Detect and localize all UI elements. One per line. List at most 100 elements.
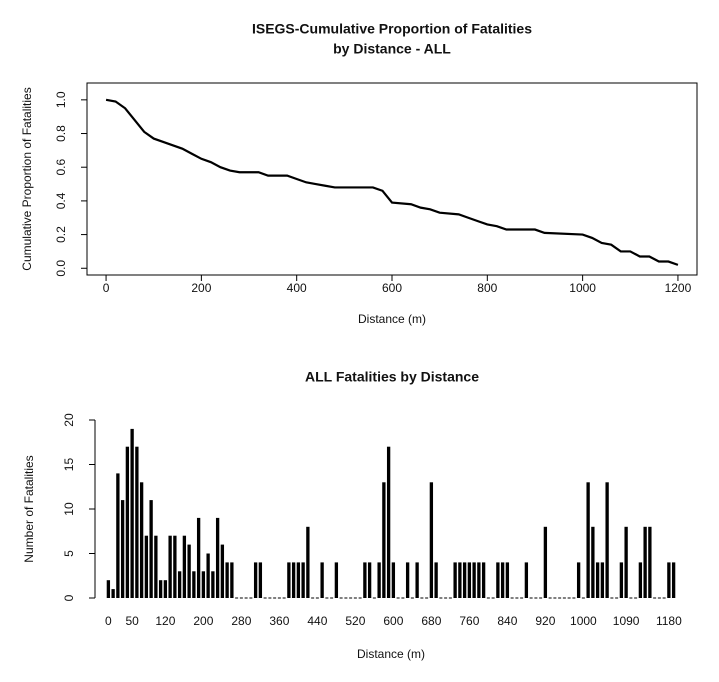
x-tick-label: 120 bbox=[155, 614, 175, 628]
bar bbox=[648, 526, 652, 598]
bar bbox=[391, 562, 396, 598]
bar bbox=[230, 562, 234, 598]
bar bbox=[182, 535, 187, 598]
x-tick-label: 0 bbox=[105, 614, 112, 628]
bar bbox=[524, 562, 529, 598]
plot-frame bbox=[86, 82, 698, 276]
bar bbox=[462, 562, 467, 598]
y-tick-label: 15 bbox=[62, 458, 76, 472]
bar bbox=[382, 482, 386, 598]
bar bbox=[363, 562, 367, 598]
bar bbox=[301, 562, 305, 598]
x-tick-label: 760 bbox=[459, 614, 479, 628]
bar bbox=[211, 571, 215, 598]
x-tick-label: 440 bbox=[307, 614, 327, 628]
chart-title: ALL Fatalities by Distance bbox=[305, 369, 479, 385]
y-tick-label: 0 bbox=[62, 594, 76, 601]
x-tick-label: 280 bbox=[231, 614, 251, 628]
bar bbox=[496, 562, 500, 598]
bar bbox=[158, 580, 163, 598]
bar bbox=[586, 482, 590, 598]
bar bbox=[149, 500, 153, 598]
bar bbox=[177, 571, 182, 598]
bar bbox=[320, 562, 324, 598]
x-axis-label: Distance (m) bbox=[357, 647, 425, 661]
bar bbox=[595, 562, 600, 598]
x-tick-label: 600 bbox=[383, 614, 403, 628]
bar bbox=[296, 562, 301, 598]
bar bbox=[600, 562, 605, 598]
bar bbox=[477, 562, 481, 598]
x-tick-label: 1200 bbox=[665, 281, 692, 295]
y-tick-label: 0.6 bbox=[54, 159, 68, 176]
chart-title: by Distance - ALL bbox=[333, 41, 451, 57]
x-tick-label: 920 bbox=[535, 614, 555, 628]
bar bbox=[192, 571, 196, 598]
bar bbox=[671, 562, 676, 598]
bar bbox=[106, 580, 111, 598]
bar bbox=[225, 562, 229, 598]
bar bbox=[201, 571, 206, 598]
bar bbox=[168, 535, 172, 598]
y-axis-label: Number of Fatalities bbox=[22, 455, 36, 562]
y-tick-label: 0.0 bbox=[54, 260, 68, 277]
bar bbox=[220, 544, 225, 598]
x-tick-label: 400 bbox=[287, 281, 307, 295]
bar bbox=[405, 562, 410, 598]
bar bbox=[173, 535, 177, 598]
bar bbox=[619, 562, 624, 598]
bar bbox=[500, 562, 505, 598]
x-tick-label: 840 bbox=[497, 614, 517, 628]
bar bbox=[377, 562, 381, 598]
bar bbox=[638, 562, 643, 598]
bar bbox=[130, 428, 134, 598]
y-tick-label: 0.8 bbox=[54, 125, 68, 142]
bar bbox=[215, 517, 220, 598]
y-tick-label: 10 bbox=[62, 502, 76, 516]
bar bbox=[576, 562, 581, 598]
bar bbox=[163, 580, 168, 598]
bar bbox=[434, 562, 438, 598]
bar bbox=[253, 562, 258, 598]
bar bbox=[591, 526, 595, 598]
y-tick-label: 1.0 bbox=[54, 91, 68, 108]
bar bbox=[306, 526, 310, 598]
bar bbox=[139, 482, 144, 598]
x-tick-label: 0 bbox=[103, 281, 110, 295]
bar bbox=[144, 535, 149, 598]
bar bbox=[624, 526, 628, 598]
y-tick-label: 0.4 bbox=[54, 192, 68, 209]
bar bbox=[429, 482, 434, 598]
x-tick-label: 800 bbox=[477, 281, 497, 295]
x-tick-label: 680 bbox=[421, 614, 441, 628]
x-axis-label: Distance (m) bbox=[358, 312, 426, 326]
x-tick-label: 200 bbox=[193, 614, 213, 628]
bar bbox=[196, 517, 201, 598]
data-line bbox=[105, 98, 679, 266]
bar bbox=[458, 562, 462, 598]
bar bbox=[120, 500, 125, 598]
x-tick-label: 1090 bbox=[613, 614, 640, 628]
y-tick-label: 5 bbox=[62, 550, 76, 557]
bar bbox=[667, 562, 671, 598]
bar bbox=[367, 562, 372, 598]
bar bbox=[258, 562, 263, 598]
bar bbox=[111, 589, 115, 598]
bar bbox=[481, 562, 486, 598]
x-tick-label: 600 bbox=[382, 281, 402, 295]
bar bbox=[291, 562, 296, 598]
bar bbox=[187, 544, 191, 598]
chart-title: ISEGS-Cumulative Proportion of Fatalitie… bbox=[252, 21, 532, 37]
bar bbox=[135, 446, 139, 598]
x-tick-label: 1180 bbox=[656, 614, 682, 628]
bar bbox=[543, 526, 548, 598]
x-tick-label: 1000 bbox=[569, 281, 596, 295]
bar bbox=[334, 562, 339, 598]
y-tick-label: 0.2 bbox=[54, 226, 68, 243]
bar bbox=[287, 562, 291, 598]
x-tick-label: 50 bbox=[125, 614, 139, 628]
bar bbox=[415, 562, 419, 598]
bar bbox=[605, 482, 609, 598]
bar bbox=[453, 562, 457, 598]
bar bbox=[643, 526, 647, 598]
